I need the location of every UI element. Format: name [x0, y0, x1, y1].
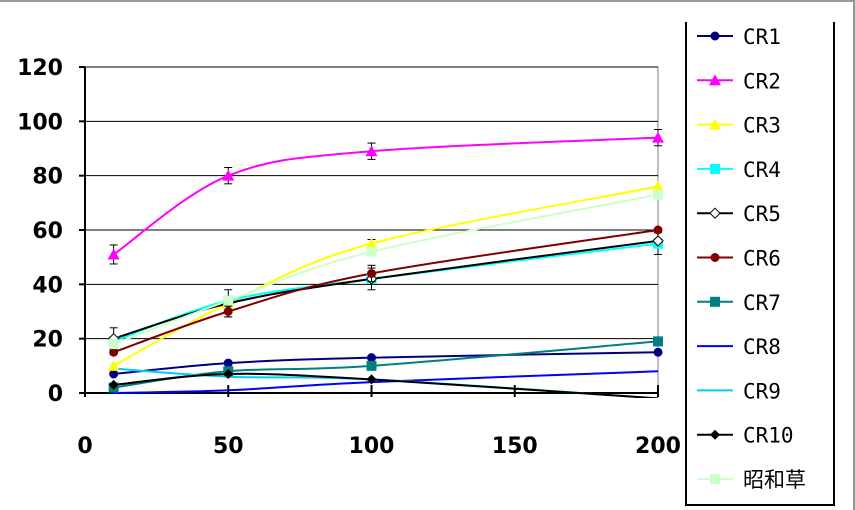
legend-item-11-marker [710, 474, 720, 484]
series-6-point-3 [367, 268, 376, 278]
series-3-point-1 [107, 359, 120, 371]
series-10-line [113, 372, 659, 398]
x-tick-label-0: 0 [77, 434, 92, 459]
y-tick-label-0: 0 [48, 382, 63, 407]
legend-item-6-label: CR6 [743, 247, 781, 271]
legend-item-9-label: CR9 [743, 379, 781, 403]
series-11-point-1 [108, 339, 119, 350]
series-10-point-1 [108, 379, 119, 390]
legend-item-10-label: CR10 [743, 424, 794, 448]
legend-item-3-label: CR3 [743, 114, 781, 138]
legend-item-5-label: CR5 [743, 202, 781, 226]
x-tick-label-200: 200 [635, 434, 681, 459]
axes: 0 20 40 60 80 100 120 0 50 100 150 200 [17, 56, 681, 459]
series-2-point-1 [107, 248, 120, 260]
x-tick-label-150: 150 [492, 434, 538, 459]
series-8-line [113, 370, 659, 394]
legend: CR1 CR2 CR3 CR4 CR5 CR6 CR7 CR8 CR9 CR10 昭和草 [697, 25, 806, 492]
x-tick-label-100: 100 [349, 434, 395, 459]
series-1-line [113, 351, 659, 375]
marker-layer [107, 128, 664, 393]
legend-item-2-marker [709, 74, 721, 86]
series-2-line [113, 136, 659, 256]
legend-item-1-label: CR1 [743, 25, 781, 49]
legend-item-3-marker [709, 118, 721, 130]
series-3-line [113, 185, 659, 367]
series-2-point-2 [222, 169, 235, 181]
y-tick-label-120: 120 [17, 56, 63, 81]
y-tick-label-60: 60 [32, 219, 63, 244]
legend-item-8-label: CR8 [743, 335, 781, 359]
series-3-point-4 [652, 180, 664, 192]
series-7-point-4 [653, 336, 663, 347]
series-11-point-4 [653, 189, 663, 200]
series-5-line [113, 239, 659, 340]
legend-item-7-label: CR7 [743, 291, 781, 315]
series-1-point-1 [109, 369, 119, 379]
legend-item-11-label: 昭和草 [743, 468, 806, 492]
series-10-point-2 [223, 368, 234, 379]
series-1-point-4 [653, 347, 663, 357]
legend-item-7-marker [710, 296, 720, 307]
series-4-line [113, 242, 659, 343]
x-tick-label-50: 50 [213, 434, 244, 459]
legend-item-4-marker [710, 163, 720, 174]
series-6-point-2 [223, 307, 233, 316]
series-6-line [113, 229, 659, 354]
series-11-point-2 [223, 295, 234, 306]
series-layer [113, 136, 659, 398]
series-11-line [113, 193, 659, 346]
series-6-point-4 [653, 225, 663, 235]
series-10-point-3 [366, 374, 377, 385]
legend-box [685, 22, 835, 506]
window-frame-right [853, 0, 855, 510]
y-tick-label-20: 20 [32, 328, 63, 353]
series-6-point-1 [109, 347, 119, 357]
legend-item-1-marker [710, 31, 720, 41]
legend-item-5-marker [709, 207, 721, 219]
series-7-point-3 [366, 360, 377, 371]
series-2-point-3 [365, 145, 378, 157]
legend-item-2-label: CR2 [743, 69, 781, 93]
legend-item-10-marker [710, 429, 720, 440]
window-frame-top [0, 0, 855, 2]
series-5-point-4 [652, 235, 664, 247]
series-1-point-3 [367, 353, 376, 363]
y-tick-label-40: 40 [32, 273, 63, 298]
y-tick-label-100: 100 [17, 110, 63, 135]
series-2-point-4 [652, 131, 664, 143]
legend-item-6-marker [710, 253, 720, 262]
legend-item-4-label: CR4 [743, 158, 781, 182]
gridlines [84, 66, 659, 394]
series-3-point-3 [365, 237, 378, 249]
series-1-point-2 [223, 358, 233, 368]
series-11-point-3 [366, 246, 377, 257]
y-tick-label-80: 80 [32, 165, 63, 190]
